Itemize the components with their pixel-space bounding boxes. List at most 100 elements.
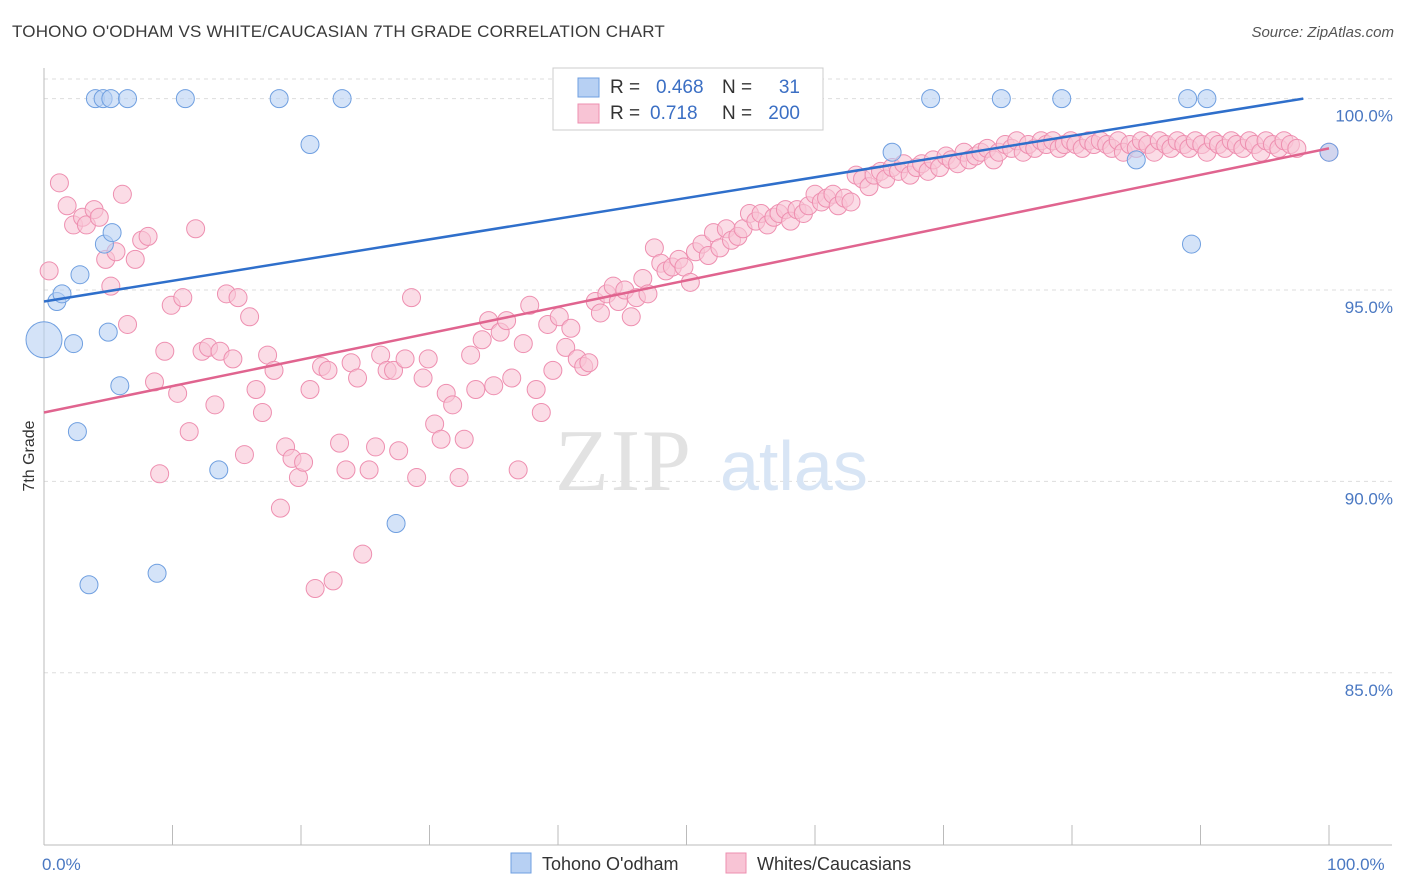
whites-point-33 [246,380,266,400]
chart-title: TOHONO O'ODHAM VS WHITE/CAUCASIAN 7TH GR… [12,22,666,41]
whites-point-13 [125,249,145,269]
whites-point-77 [508,460,528,480]
whites-point-73 [484,376,504,396]
whites-point-81 [531,402,551,422]
tohono-point-27 [1126,150,1146,170]
whites-point-83 [543,360,563,380]
y-axis-label: 7th Grade [21,420,38,491]
legend-bottom-label-whites: Whites/Caucasians [757,854,911,874]
legend-top-n-label-1: N = [722,77,752,98]
legend-top-n-label-2: N = [722,103,752,124]
whites-point-51 [353,544,373,564]
whites-point-52 [359,460,379,480]
whites-point-30 [228,288,248,308]
watermark-zip: ZIP [555,413,693,510]
whites-point-18 [155,341,175,361]
legend-bottom: Tohono O'odham Whites/Caucasians [510,852,911,874]
whites-point-45 [318,360,338,380]
whites-point-71 [472,330,492,350]
whites-point-47 [330,433,350,453]
legend-bottom-label-tohono: Tohono O'odham [542,854,679,874]
legend-top-r-value-1: 0.468 [656,77,704,98]
whites-point-60 [407,468,427,488]
tohono-point-25 [991,89,1011,109]
whites-point-80 [526,380,546,400]
legend-top-n-value-2: 200 [768,103,800,124]
trend-layer [43,97,1330,414]
tohono-point-30 [1197,89,1217,109]
whites-point-62 [418,349,438,369]
whites-point-17 [150,464,170,484]
whites-point-23 [186,219,206,239]
tohono-point-23 [882,142,902,162]
legend-top-r-label-2: R = [610,103,640,124]
whites-point-41 [294,452,314,472]
whites-point-64 [431,429,451,449]
tohono-trend-line [43,97,1304,303]
legend-top-n-value-1: 31 [779,77,800,98]
tohono-point-29 [1182,234,1202,254]
tohono-point-28 [1178,89,1198,109]
points-layer [25,89,1339,599]
whites-trend-line [43,147,1330,414]
whites-point-7 [89,207,109,227]
chart-source: Source: ZipAtlas.com [1251,24,1394,41]
whites-point-69 [461,345,481,365]
whites-point-48 [336,460,356,480]
whites-point-43 [305,579,325,599]
whites-point-91 [590,303,610,323]
whites-point-57 [389,441,409,461]
x-tick-label-min: 0.0% [42,855,81,874]
tohono-point-14 [118,89,138,109]
whites-point-26 [205,395,225,415]
tohono-point-21 [386,513,406,533]
tohono-point-26 [1052,89,1072,109]
whites-point-32 [240,307,260,327]
tohono-point-3 [64,334,84,354]
whites-point-0 [39,261,59,281]
whites-point-37 [270,498,290,518]
whites-point-31 [234,445,254,465]
legend-top-swatch-tohono [577,77,600,98]
whites-point-21 [173,288,193,308]
whites-point-61 [413,368,433,388]
whites-point-34 [252,402,272,422]
legend-top: R = 0.468 N = 31 R = 0.718 N = 200 [552,67,824,131]
whites-point-58 [395,349,415,369]
tohono-point-18 [269,89,289,109]
whites-point-56 [384,360,404,380]
legend-bottom-swatch-whites [725,852,747,874]
whites-point-1 [49,173,69,193]
y-tick-label-1: 90.0% [1345,489,1393,508]
legend-top-r-value-2: 0.718 [650,103,698,124]
grid-layer [44,78,1392,674]
tohono-point-12 [102,223,122,243]
whites-point-68 [454,429,474,449]
whites-point-133 [841,192,861,212]
y-tick-labels: 85.0% 90.0% 95.0% 100.0% [1335,107,1393,700]
whites-point-86 [561,318,581,338]
legend-top-r-label-1: R = [610,77,640,98]
whites-point-67 [449,468,469,488]
tohono-point-31 [1319,142,1339,162]
whites-point-79 [520,295,540,315]
y-tick-label-2: 95.0% [1345,298,1393,317]
whites-point-53 [366,437,386,457]
whites-point-46 [323,571,343,591]
tohono-point-15 [147,563,167,583]
whites-point-75 [497,311,517,331]
whites-point-2 [57,196,77,216]
whites-point-70 [466,380,486,400]
whites-point-76 [502,368,522,388]
legend-bottom-swatch-tohono [510,852,532,874]
tohono-point-6 [79,575,99,595]
whites-point-85 [556,337,576,357]
legend-top-swatch-whites [577,103,600,124]
whites-point-22 [179,422,199,442]
whites-point-106 [680,272,700,292]
tohono-point-13 [110,376,130,396]
whites-point-42 [300,380,320,400]
whites-point-11 [112,184,132,204]
whites-point-29 [223,349,243,369]
